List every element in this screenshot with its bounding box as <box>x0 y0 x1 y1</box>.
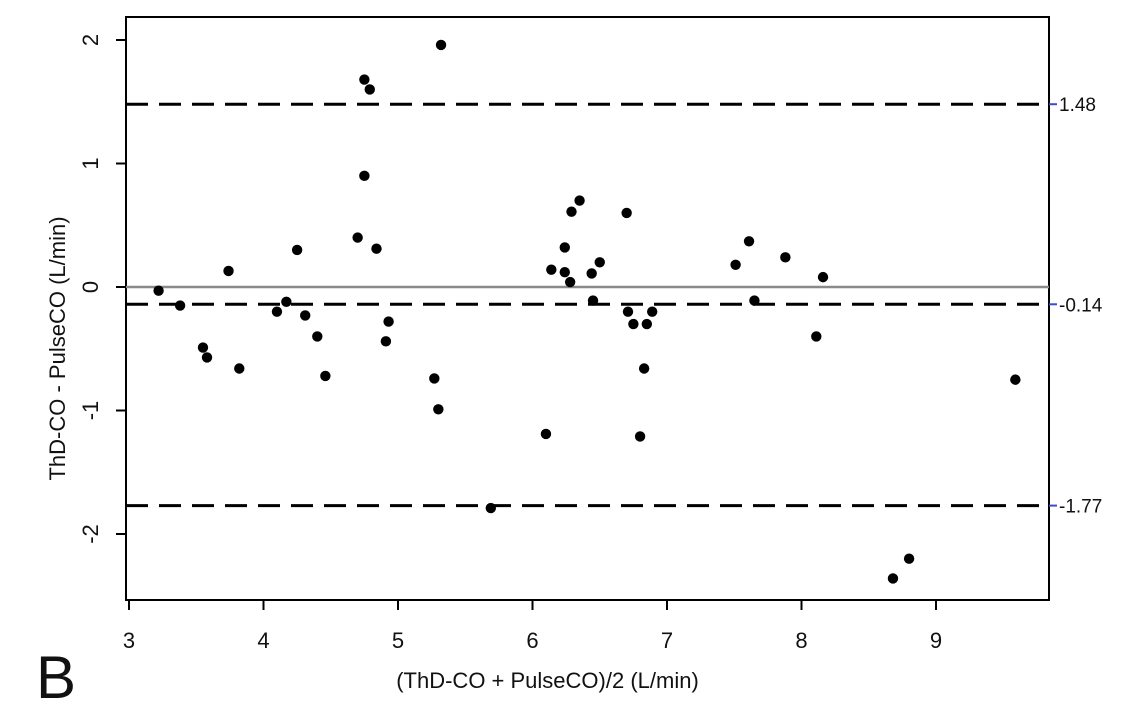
data-point <box>435 39 447 51</box>
data-point <box>559 242 570 253</box>
data-point <box>566 206 577 217</box>
data-point <box>621 207 632 219</box>
data-point <box>546 264 557 275</box>
panel-label: B <box>36 644 76 711</box>
y-axis: -2 -1 0 1 2 <box>78 34 126 544</box>
data-point <box>359 170 370 182</box>
data-point <box>281 296 292 308</box>
data-point <box>271 306 283 317</box>
reference-lines: 1.48 -0.14 -1.77 <box>126 95 1103 518</box>
data-point <box>429 373 440 384</box>
data-point <box>730 259 741 270</box>
data-point <box>587 295 599 306</box>
data-point <box>371 243 382 254</box>
reference-label: -1.77 <box>1059 497 1102 518</box>
data-point <box>574 195 585 206</box>
data-point <box>628 318 639 330</box>
data-point <box>485 502 497 514</box>
data-point <box>352 232 363 243</box>
data-point <box>291 244 303 256</box>
data-point <box>1010 374 1021 385</box>
data-point <box>299 310 311 321</box>
x-axis-title: (ThD-CO + PulseCO)/2 (L/min) <box>396 668 699 693</box>
x-axis: 3 4 5 6 7 8 9 <box>123 600 942 653</box>
data-point <box>197 342 209 353</box>
x-tick-label: 9 <box>930 628 942 653</box>
y-tick-label: 0 <box>78 281 103 293</box>
data-point <box>223 265 234 277</box>
y-axis-title: ThD-CO - PulseCO (L/min) <box>45 216 70 480</box>
data-point <box>201 352 213 363</box>
data-point <box>638 363 650 374</box>
data-point <box>174 300 186 311</box>
y-tick-label: 1 <box>78 157 103 169</box>
data-point <box>312 331 323 342</box>
data-point <box>564 276 576 288</box>
x-tick-label: 4 <box>257 628 269 653</box>
data-point <box>383 316 394 327</box>
x-tick-label: 3 <box>123 628 135 653</box>
data-point <box>359 74 370 85</box>
data-point <box>622 306 634 317</box>
reference-label: -0.14 <box>1059 295 1103 316</box>
data-point <box>364 84 375 95</box>
data-point <box>817 271 829 283</box>
plot-frame <box>125 16 1050 601</box>
y-tick-label: -1 <box>78 401 103 421</box>
data-point <box>634 431 646 442</box>
data-point <box>234 363 245 374</box>
data-point <box>903 553 915 564</box>
data-point <box>433 404 444 415</box>
reference-label: 1.48 <box>1059 95 1096 116</box>
data-point <box>887 573 899 584</box>
data-point <box>380 336 392 347</box>
y-tick-label: -2 <box>78 524 103 544</box>
data-points <box>153 39 1021 584</box>
data-point <box>641 318 653 330</box>
data-point <box>594 257 605 268</box>
x-tick-label: 6 <box>526 628 538 653</box>
data-point <box>647 306 658 317</box>
y-tick-label: 2 <box>78 34 103 46</box>
data-point <box>559 266 570 278</box>
data-point <box>780 252 791 263</box>
data-point <box>811 331 822 342</box>
data-point <box>320 370 331 382</box>
x-tick-label: 8 <box>795 628 807 653</box>
data-point <box>586 268 597 279</box>
data-point <box>749 295 760 306</box>
data-point <box>540 428 552 440</box>
data-point <box>743 236 755 247</box>
x-tick-label: 7 <box>661 628 673 653</box>
x-tick-label: 5 <box>392 628 404 653</box>
data-point <box>153 285 164 296</box>
